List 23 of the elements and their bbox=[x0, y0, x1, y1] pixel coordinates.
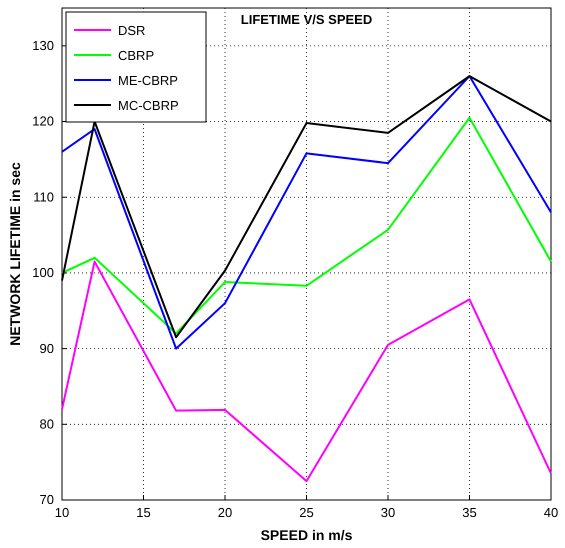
legend-label: MC-CBRP bbox=[118, 98, 179, 113]
y-tick-label: 120 bbox=[32, 114, 54, 129]
legend-label: CBRP bbox=[118, 48, 154, 63]
x-tick-label: 30 bbox=[380, 505, 396, 520]
x-tick-label: 40 bbox=[544, 505, 558, 520]
x-tick-label: 35 bbox=[462, 505, 477, 520]
y-tick-label: 110 bbox=[33, 189, 54, 204]
line-series bbox=[61, 116, 552, 334]
y-tick-label: 90 bbox=[40, 340, 54, 356]
x-tick-label: 15 bbox=[136, 505, 151, 520]
chart-title: LIFETIME V/S SPEED bbox=[240, 12, 372, 27]
y-tick-label: 70 bbox=[40, 492, 54, 508]
y-axis-title: NETWORK LIFETIME in sec bbox=[7, 162, 23, 346]
y-tick-label: 80 bbox=[40, 416, 54, 432]
legend-label: DSR bbox=[118, 23, 146, 38]
x-tick-label: 25 bbox=[299, 505, 314, 520]
legend-label: ME-CBRP bbox=[118, 73, 178, 88]
y-tick-label: 130 bbox=[32, 38, 54, 54]
x-tick-label: 20 bbox=[218, 505, 232, 520]
line-series bbox=[61, 260, 552, 482]
y-tick-label: 100 bbox=[32, 265, 54, 280]
x-axis-title: SPEED in m/s bbox=[260, 527, 353, 543]
x-tick-label: 10 bbox=[54, 505, 70, 520]
